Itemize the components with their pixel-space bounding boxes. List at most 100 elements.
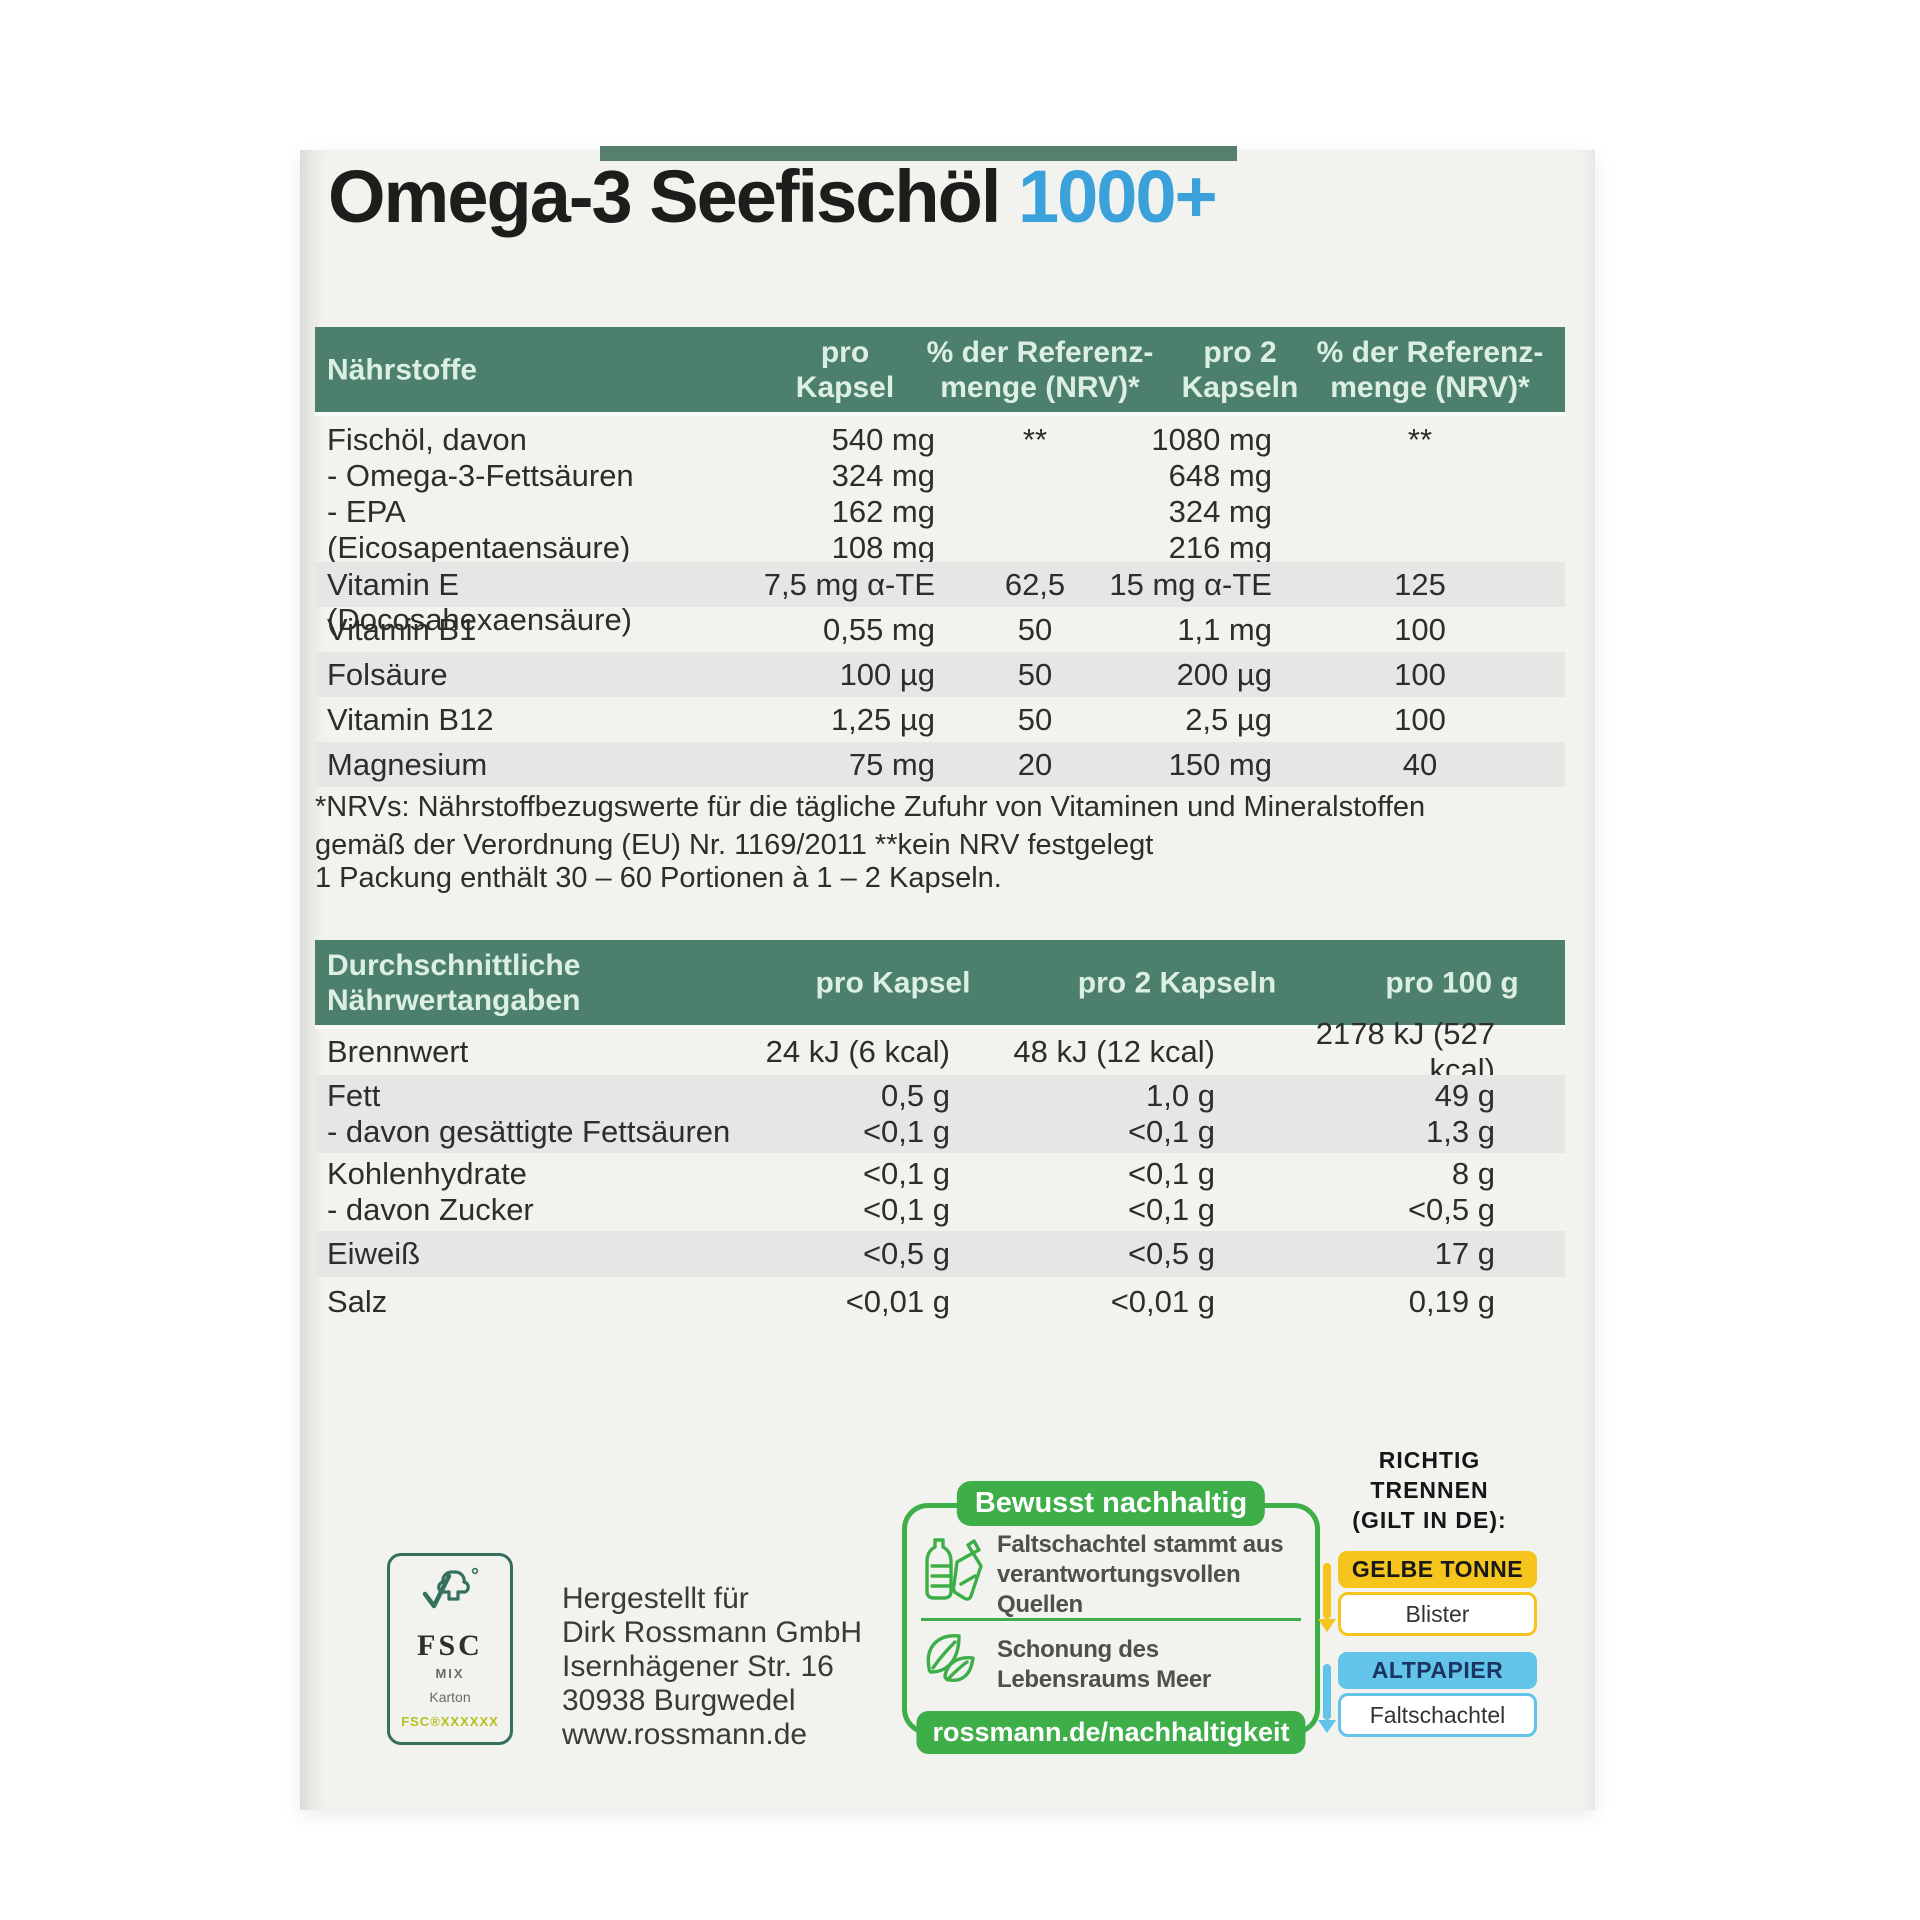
arrow-shaft [1323,1664,1331,1720]
recycling-bin-label: ALTPAPIER [1338,1652,1537,1689]
table-row: Fett - davon gesättigte Fettsäuren 0,5 g… [315,1075,1565,1153]
product-title: Omega-3 Seefischöl 1000+ [328,154,1218,239]
row-value: 24 kJ (6 kcal) [765,1034,950,1069]
row-value: 50 [1017,611,1053,647]
table-row: Folsäure 100 µg 50 200 µg 100 [315,652,1565,697]
nutrients-table: Nährstoffe pro Kapsel % der Referenz- me… [315,327,1565,787]
row-value: 0,55 mg [822,611,935,647]
row-value: 15 mg α-TE [1109,566,1272,602]
nutrients-header-per-capsule: pro Kapsel [795,335,895,404]
sustainability-link-badge: rossmann.de/nachhaltigkeit [916,1711,1306,1754]
row-value: 1,1 mg [1177,611,1272,647]
row-value: 1,25 µg [830,701,935,737]
nutrients-table-header: Nährstoffe pro Kapsel % der Referenz- me… [315,327,1565,416]
fsc-material-label: Karton [429,1689,471,1705]
sustainability-divider [921,1618,1301,1621]
row-value: 50 [1017,701,1053,737]
table-row: Magnesium 75 mg 20 150 mg 40 [315,742,1565,787]
arrow-down-icon [1318,1563,1336,1632]
product-title-main: Omega-3 Seefischöl [328,155,1018,238]
arrow-head [1318,1619,1336,1632]
recycling-item-label: Blister [1338,1592,1537,1636]
recycling-item-label: Faltschachtel [1338,1693,1537,1737]
row-label: Brennwert [327,1034,469,1069]
row-value: 2178 kJ (527 kcal) [1315,1016,1495,1087]
row-value: 48 kJ (12 kcal) [1013,1034,1215,1069]
recycling-entry-gelbe-tonne: GELBE TONNE Blister [1318,1551,1537,1636]
row-value: 40 [1402,746,1438,782]
fsc-name: FSC [417,1629,483,1662]
recycling-title: RICHTIG TRENNEN (GILT IN DE): [1352,1447,1507,1533]
fsc-logo: FSC MIX Karton FSC®XXXXXX [387,1553,513,1745]
nutrients-header-label: Nährstoffe [327,353,478,386]
package-top-edge [600,146,1237,161]
recycling-entry-altpapier: ALTPAPIER Faltschachtel [1318,1652,1537,1737]
row-label: Eiweiß [327,1236,421,1271]
row-value: 100 [1394,701,1446,737]
row-value: 75 mg [848,746,935,782]
row-value: 100 [1394,611,1446,647]
row-value: ** [1407,422,1433,457]
sustainability-title-badge: Bewusst nachhaltig [956,1481,1266,1526]
sustainability-item-text: Schonung des Lebensraums Meer [997,1636,1211,1693]
row-label: Folsäure [327,656,448,692]
table-row: Salz <0,01 g <0,01 g 0,19 g [315,1277,1565,1327]
row-label: Fischöl, davon - Omega-3-Fettsäuren - EP… [327,422,634,637]
fsc-mix-label: MIX [435,1666,465,1681]
fsc-license-code: FSC®XXXXXX [401,1714,499,1729]
leaves-icon [921,1628,985,1703]
manufacturer-address: Hergestellt für Dirk Rossmann GmbH Isern… [562,1582,863,1751]
arrow-head [1318,1720,1336,1733]
nutrition-header-label: Durchschnittliche Nährwertangaben [327,948,581,1017]
nutrients-header-per-2-capsules: pro 2 Kapseln [1181,335,1299,404]
nutrition-header-per-capsule: pro Kapsel [815,966,971,999]
row-value: 50 [1017,656,1053,692]
recycling-section: RICHTIG TRENNEN (GILT IN DE): GELBE TONN… [1318,1445,1537,1737]
row-value: ** [1022,422,1048,457]
sustainability-item: Faltschachtel stammt aus verantwortungsv… [921,1531,1307,1618]
row-value: 100 µg [839,656,935,692]
row-value: 8 g <0,5 g [1407,1156,1495,1227]
row-value: <0,01 g [845,1284,950,1319]
row-value: <0,5 g [1127,1236,1215,1271]
row-label: Kohlenhydrate - davon Zucker [327,1156,534,1227]
row-value: 125 [1394,566,1446,602]
package-back-panel: Omega-3 Seefischöl 1000+ Nährstoffe pro … [300,146,1595,1810]
row-value: 62,5 [1004,566,1066,602]
row-label: Vitamin B1 [327,611,477,647]
sustainability-item-text: Faltschachtel stammt aus verantwortungsv… [997,1531,1284,1618]
nrv-footnote: *NRVs: Nährstoffbezugswerte für die tägl… [315,791,1426,861]
row-value: <0,1 g <0,1 g [862,1156,950,1227]
pack-portions-note: 1 Packung enthält 30 – 60 Portionen à 1 … [315,862,1002,894]
row-value: 200 µg [1176,656,1272,692]
table-row: Vitamin B1 0,55 mg 50 1,1 mg 100 [315,607,1565,652]
nutrients-header-nrv-1: % der Referenz- menge (NRV)* [926,335,1154,404]
row-label: Salz [327,1284,388,1319]
row-value: <0,1 g <0,1 g [1127,1156,1215,1227]
bottle-tube-icon [921,1534,985,1617]
nutrition-header-per-2-capsules: pro 2 Kapseln [1077,966,1277,999]
nutrients-header-nrv-2: % der Referenz- menge (NRV)* [1316,335,1544,404]
row-value: 1080 mg 648 mg 324 mg 216 mg [1151,422,1272,565]
row-value: 17 g [1434,1236,1495,1271]
row-value: 49 g 1,3 g [1426,1078,1495,1149]
table-row: Vitamin B12 1,25 µg 50 2,5 µg 100 [315,697,1565,742]
table-row: Fischöl, davon - Omega-3-Fettsäuren - EP… [315,416,1565,637]
row-value: 0,5 g <0,1 g [862,1078,950,1149]
row-value: 100 [1394,656,1446,692]
table-row: Eiweiß <0,5 g <0,5 g 17 g [315,1231,1565,1277]
row-value: <0,5 g [862,1236,950,1271]
row-label: Vitamin E [327,566,460,602]
row-value: <0,01 g [1110,1284,1215,1319]
row-value: 7,5 mg α-TE [763,566,935,602]
nutrition-table: Durchschnittliche Nährwertangaben pro Ka… [315,940,1565,1327]
row-value: 2,5 µg [1185,701,1272,737]
sustainability-item: Schonung des Lebensraums Meer [921,1624,1307,1706]
table-row: Vitamin E 7,5 mg α-TE 62,5 15 mg α-TE 12… [315,562,1565,607]
row-value: 20 [1017,746,1053,782]
row-value: 150 mg [1168,746,1272,782]
row-label: Magnesium [327,746,488,782]
row-label: Vitamin B12 [327,701,494,737]
nutrition-table-header: Durchschnittliche Nährwertangaben pro Ka… [315,940,1565,1029]
